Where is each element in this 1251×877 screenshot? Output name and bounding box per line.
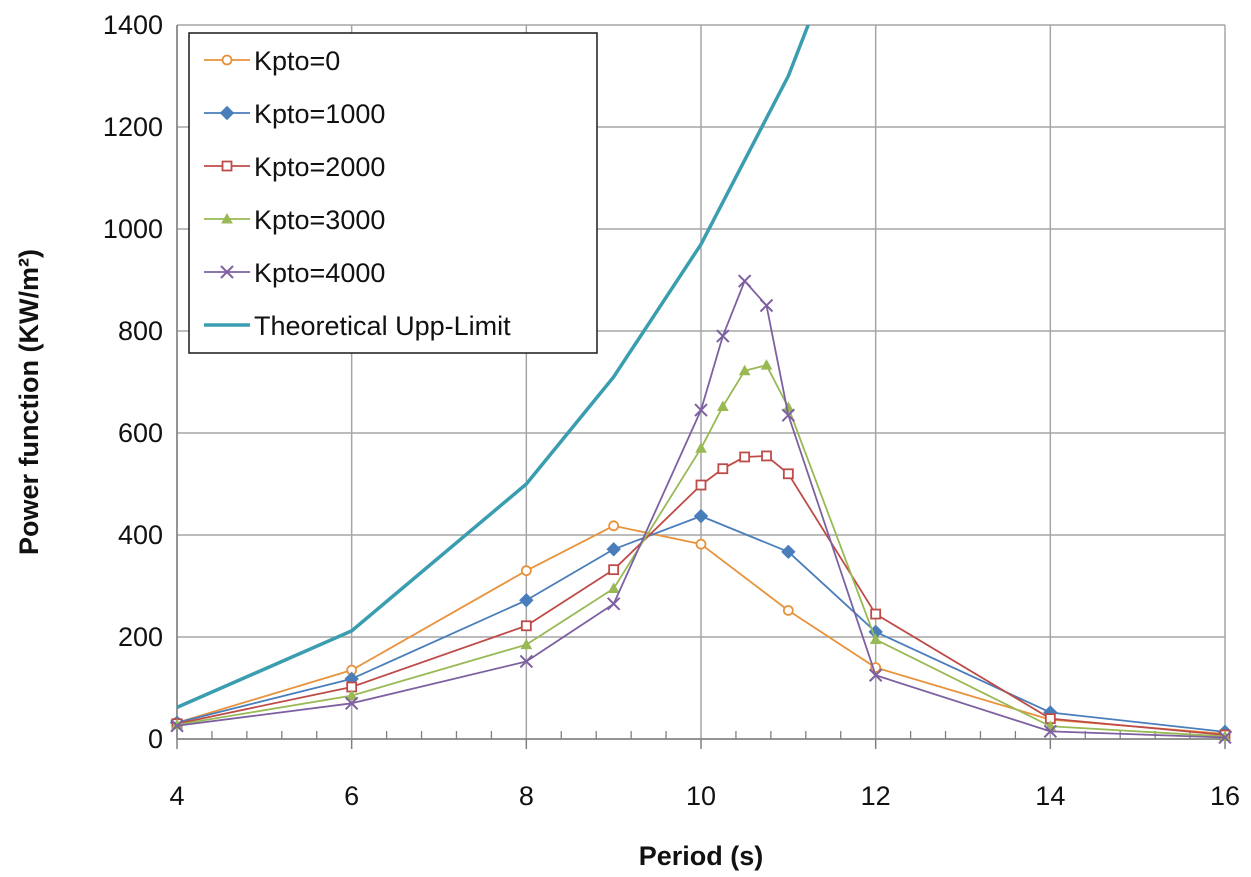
y-tick-label: 800 [118, 316, 163, 346]
data-point [782, 468, 794, 480]
data-point [760, 359, 773, 370]
data-point [695, 538, 707, 550]
legend-item: Kpto=0 [204, 46, 340, 76]
y-tick-label: 1000 [103, 214, 163, 244]
y-tick-label: 600 [118, 418, 163, 448]
data-point [716, 400, 729, 411]
legend: Kpto=0 Kpto=1000 Kpto=2000 Kpto=3000 Kpto=40… [188, 32, 598, 354]
data-point [608, 564, 620, 576]
y-axis-title: Power function (KW/m²) [14, 249, 44, 555]
data-point [695, 442, 707, 453]
series-line [176, 455, 1226, 736]
data-point [737, 274, 752, 288]
data-point [1043, 724, 1058, 739]
data-point [781, 408, 796, 422]
data-point [606, 597, 621, 611]
data-point [1218, 730, 1232, 745]
series-5 [170, 274, 1232, 745]
legend-marker [220, 265, 234, 279]
legend-marker [221, 212, 233, 224]
legend-item: Kpto=2000 [204, 152, 385, 182]
x-tick-labels: 4 6 8 10 12 14 16 [169, 781, 1240, 811]
y-tick-label: 1400 [103, 10, 163, 40]
x-axis-title: Period (s) [639, 841, 764, 871]
data-point [782, 401, 795, 412]
data-point [344, 696, 359, 711]
data-point [869, 633, 882, 645]
series-layer [169, 25, 1233, 745]
x-tick-label: 4 [169, 781, 184, 811]
data-point [761, 450, 772, 462]
legend-item: Kpto=4000 [204, 258, 385, 288]
y-tick-label: 400 [118, 520, 163, 550]
data-point [608, 520, 620, 532]
data-point [606, 542, 621, 557]
data-point [759, 298, 774, 313]
legend-marker [221, 54, 233, 66]
data-point [345, 689, 358, 701]
legend-label: Kpto=0 [254, 46, 340, 76]
data-point [716, 329, 730, 343]
y-tick-label: 1200 [103, 112, 163, 142]
y-tick-label: 200 [118, 622, 163, 652]
series-6 [176, 25, 811, 709]
data-point [717, 463, 729, 475]
data-point [520, 565, 532, 577]
series-line [176, 364, 1226, 738]
data-point [782, 605, 794, 616]
data-point [739, 451, 751, 463]
legend-item: Kpto=1000 [204, 99, 385, 129]
x-tick-label: 12 [861, 781, 891, 811]
legend-label: Theoretical Upp-Limit [254, 311, 511, 341]
legend-label: Kpto=4000 [254, 258, 385, 288]
data-point [519, 654, 534, 669]
y-tick-label: 0 [148, 724, 163, 754]
series-line [176, 280, 1226, 739]
x-tick-label: 14 [1035, 781, 1065, 811]
data-point [170, 719, 184, 733]
legend-label: Kpto=2000 [254, 152, 385, 182]
data-point [520, 620, 532, 632]
legend-marker [221, 160, 233, 172]
data-point [694, 403, 708, 417]
data-point [868, 668, 883, 682]
data-point [781, 544, 796, 560]
legend-label: Kpto=3000 [254, 205, 385, 235]
series-line [176, 25, 811, 709]
legend-box [188, 32, 598, 354]
data-point [520, 638, 533, 650]
data-point [693, 508, 709, 524]
data-point [519, 593, 534, 608]
data-point [607, 582, 620, 594]
x-tick-label: 6 [344, 781, 359, 811]
x-tick-label: 16 [1210, 781, 1240, 811]
legend-label: Kpto=1000 [254, 99, 385, 129]
x-tick-label: 10 [686, 781, 716, 811]
data-point [738, 364, 751, 376]
data-point [870, 608, 882, 620]
legend-item: Theoretical Upp-Limit [204, 311, 511, 341]
x-tick-label: 8 [519, 781, 534, 811]
y-tick-labels: 0 200 400 600 800 1000 1200 1400 [103, 10, 163, 754]
data-point [695, 479, 707, 491]
legend-marker [219, 105, 235, 121]
legend-item: Kpto=3000 [204, 205, 385, 235]
